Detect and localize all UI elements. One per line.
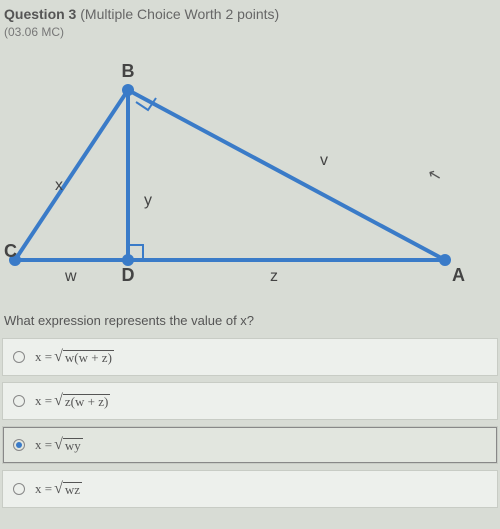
label-A: A: [452, 265, 465, 285]
label-y: y: [144, 192, 152, 209]
choice-2-expr: x = √z(w + z): [35, 393, 110, 409]
choice-4-expr: x = √wz: [35, 481, 82, 497]
choice-3[interactable]: x = √wy: [2, 426, 498, 464]
label-D: D: [122, 265, 135, 285]
choice-2[interactable]: x = √z(w + z): [2, 382, 498, 420]
radio-4[interactable]: [13, 483, 25, 495]
choice-1[interactable]: x = √w(w + z): [2, 338, 498, 376]
geometry-diagram: B C D A x y v w z ↖: [0, 45, 500, 305]
question-worth: (Multiple Choice Worth 2 points): [80, 6, 279, 22]
radio-3[interactable]: [13, 439, 25, 451]
radio-2[interactable]: [13, 395, 25, 407]
question-title: Question 3 (Multiple Choice Worth 2 poin…: [4, 6, 496, 22]
label-C: C: [4, 241, 17, 261]
question-code: (03.06 MC): [4, 25, 496, 39]
label-B: B: [122, 61, 135, 81]
question-number: Question 3: [4, 6, 76, 22]
choice-1-expr: x = √w(w + z): [35, 349, 114, 365]
label-x: x: [55, 177, 63, 194]
triangle-svg: B C D A x y v w z: [0, 45, 500, 305]
choice-3-expr: x = √wy: [35, 437, 83, 453]
question-prompt: What expression represents the value of …: [0, 305, 500, 338]
label-w: w: [64, 268, 77, 285]
choice-4[interactable]: x = √wz: [2, 470, 498, 508]
radio-1[interactable]: [13, 351, 25, 363]
label-v: v: [320, 152, 328, 169]
answer-choices: x = √w(w + z) x = √z(w + z) x = √wy x = …: [0, 338, 500, 508]
label-z: z: [270, 268, 278, 285]
